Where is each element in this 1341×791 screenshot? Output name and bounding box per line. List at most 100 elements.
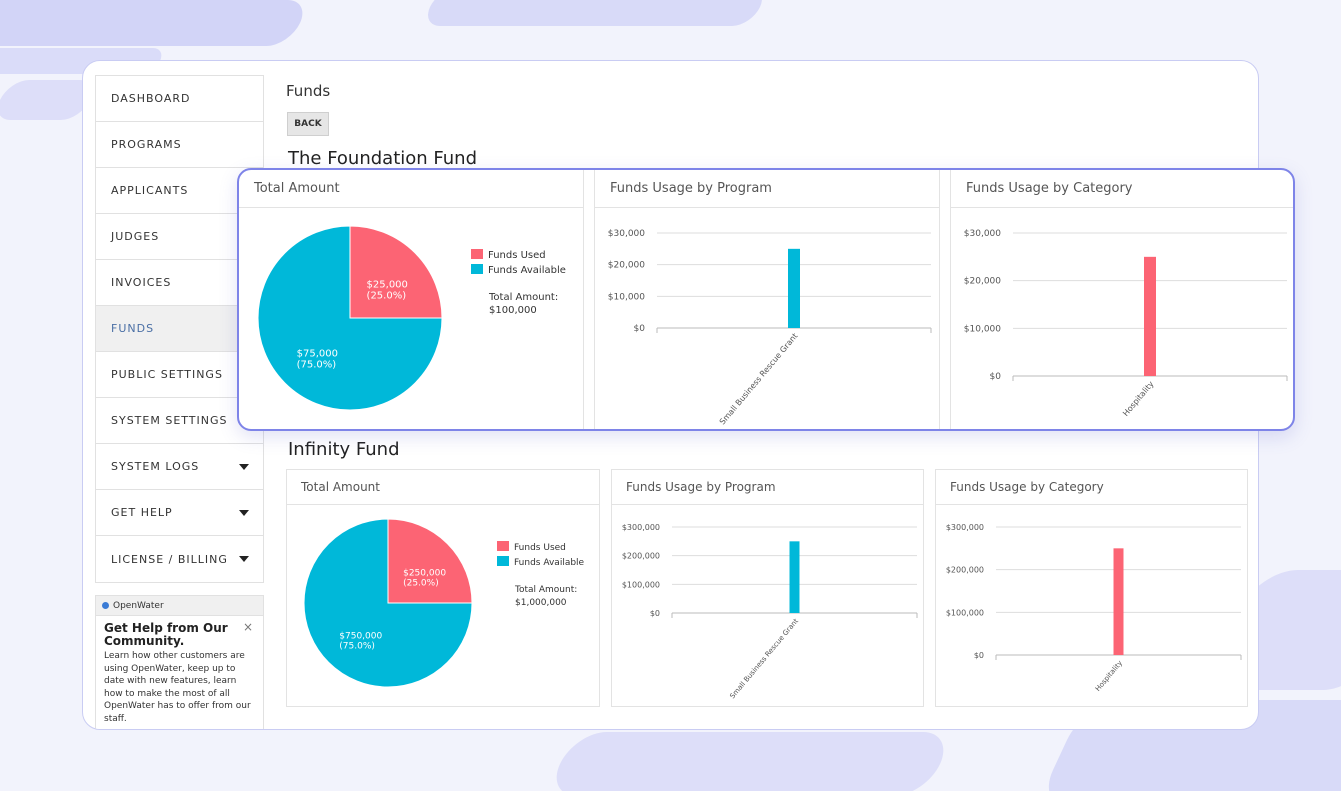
- x-tick-label: Small Business Rescue Grant: [718, 332, 800, 427]
- total-amount-pie-chart: $25,000(25.0%) $75,000(75.0%) Funds Used Fu…: [257, 225, 566, 411]
- legend-label-used: Funds Used: [488, 250, 546, 261]
- sidebar-item-label: SYSTEM LOGS: [111, 460, 200, 473]
- total-amount-label: Total Amount:: [488, 292, 558, 303]
- fund-title: The Foundation Fund: [288, 148, 478, 169]
- category-usage-bar-chart: $0 $10,000 $20,000 $30,000 Hospitality: [964, 229, 1288, 418]
- pie-slice-used[interactable]: [387, 518, 473, 604]
- sidebar-item-funds[interactable]: FUNDS: [96, 306, 263, 352]
- sidebar-item-label: JUDGES: [111, 230, 160, 243]
- pie-data-label: $25,000: [367, 280, 408, 291]
- total-amount-value: $1,000,000: [515, 598, 567, 608]
- y-tick-label: $0: [974, 651, 984, 660]
- openwater-logo-icon: [102, 602, 109, 609]
- y-tick-label: $300,000: [622, 523, 660, 532]
- category-usage-panel: Funds Usage by Category $0 $100,000 $200,0…: [935, 469, 1248, 707]
- chevron-down-icon[interactable]: [239, 556, 249, 562]
- fund-title: Infinity Fund: [288, 439, 400, 460]
- back-button[interactable]: BACK: [287, 112, 329, 136]
- sidebar-item-applicants[interactable]: APPLICANTS: [96, 168, 263, 214]
- total-amount-panel: Total Amount $250,000 (25.0%) $750,000 (75.…: [286, 469, 600, 707]
- program-usage-bar-chart: $0 $100,000 $200,000 $300,000 Small Business…: [622, 523, 918, 700]
- sidebar-item-judges[interactable]: JUDGES: [96, 214, 263, 260]
- pie-slice-available[interactable]: [303, 518, 473, 688]
- pie-data-label: $750,000: [339, 631, 382, 641]
- help-title: Get Help from Our Community.: [104, 621, 228, 648]
- program-usage-panel: Funds Usage by Program $0 $10,000 $20,000 $…: [594, 170, 940, 429]
- sidebar-nav: DASHBOARD PROGRAMS APPLICANTS JUDGES INVOICE…: [95, 75, 264, 583]
- y-tick-label: $20,000: [608, 261, 645, 271]
- x-tick-label: Hospitality: [1094, 659, 1124, 693]
- pie-data-label: (75.0%): [297, 360, 337, 371]
- total-amount-pie-chart: $250,000(25.0%) $750,000(75.0%) Funds Used…: [303, 518, 585, 688]
- close-icon[interactable]: ×: [242, 620, 253, 634]
- category-usage-panel: Funds Usage by Category $0 $10,000 $20,000…: [950, 170, 1293, 429]
- pie-slice-available[interactable]: [257, 225, 443, 411]
- y-tick-label: $30,000: [608, 229, 645, 239]
- panel-title: Funds Usage by Program: [612, 470, 923, 505]
- x-tick-label: Small Business Rescue Grant: [728, 617, 800, 700]
- y-tick-label: $10,000: [964, 324, 1001, 334]
- pie-data-label: (25.0%): [403, 578, 439, 588]
- panel-title: Funds Usage by Category: [951, 170, 1293, 208]
- bar[interactable]: [1113, 548, 1124, 655]
- legend-label-available: Funds Available: [488, 265, 566, 276]
- sidebar-item-label: INVOICES: [111, 276, 172, 289]
- sidebar-item-public-settings[interactable]: PUBLIC SETTINGS: [96, 352, 263, 398]
- page-title: Funds: [286, 82, 331, 100]
- y-tick-label: $20,000: [964, 277, 1001, 287]
- pie-data-label: $250,000: [403, 568, 446, 578]
- bar[interactable]: [788, 248, 800, 328]
- sidebar-item-label: FUNDS: [111, 322, 155, 335]
- pie-data-label: $75,000: [297, 349, 338, 360]
- bar[interactable]: [1144, 256, 1156, 376]
- legend-label-available: Funds Available: [514, 558, 585, 568]
- legend-swatch-available: [497, 556, 509, 566]
- y-tick-label: $0: [990, 372, 1002, 382]
- total-amount-panel: Total Amount $25,000 (25.0%) $75,000 (75.0%…: [239, 170, 584, 429]
- decorative-brush: [421, 0, 769, 26]
- total-amount-label: Total Amount:: [514, 585, 577, 595]
- total-amount-value: $100,000: [489, 305, 537, 316]
- y-tick-label: $0: [650, 609, 660, 618]
- category-usage-bar-chart: $0 $100,000 $200,000 $300,000 Hospitality: [946, 523, 1242, 693]
- sidebar-item-get-help[interactable]: GET HELP: [96, 490, 263, 536]
- pie-data-label: (25.0%): [367, 291, 407, 302]
- y-tick-label: $10,000: [608, 292, 645, 302]
- legend-label-used: Funds Used: [514, 543, 566, 553]
- legend-swatch-used: [471, 249, 483, 259]
- sidebar-item-license-billing[interactable]: LICENSE / BILLING: [96, 536, 263, 582]
- y-tick-label: $100,000: [622, 580, 660, 589]
- sidebar-item-invoices[interactable]: INVOICES: [96, 260, 263, 306]
- foundation-fund-card: Total Amount $25,000 (25.0%) $75,000 (75.0%…: [237, 168, 1295, 431]
- help-widget-header: OpenWater: [96, 596, 263, 616]
- panel-title: Funds Usage by Program: [595, 170, 939, 208]
- y-tick-label: $30,000: [964, 229, 1001, 239]
- decorative-brush: [0, 0, 311, 46]
- bar[interactable]: [789, 541, 800, 613]
- sidebar-item-programs[interactable]: PROGRAMS: [96, 122, 263, 168]
- legend-swatch-available: [471, 264, 483, 274]
- sidebar-item-label: GET HELP: [111, 506, 173, 519]
- help-body: Learn how other customers are using Open…: [104, 651, 251, 724]
- sidebar-item-label: PUBLIC SETTINGS: [111, 368, 223, 381]
- y-tick-label: $100,000: [946, 608, 984, 617]
- panel-title: Total Amount: [239, 170, 583, 208]
- y-tick-label: $200,000: [946, 566, 984, 575]
- program-usage-bar-chart: $0 $10,000 $20,000 $30,000 Small Business Re…: [608, 229, 932, 427]
- sidebar-item-label: SYSTEM SETTINGS: [111, 414, 228, 427]
- sidebar-item-label: APPLICANTS: [111, 184, 189, 197]
- chevron-down-icon[interactable]: [239, 509, 249, 516]
- sidebar-item-label: DASHBOARD: [111, 92, 191, 105]
- x-tick-label: Hospitality: [1121, 379, 1156, 418]
- sidebar-item-system-logs[interactable]: SYSTEM LOGS: [96, 444, 263, 490]
- y-tick-label: $200,000: [622, 552, 660, 561]
- sidebar-item-label: LICENSE / BILLING: [111, 552, 228, 566]
- legend-swatch-used: [497, 541, 509, 551]
- help-brand: OpenWater: [113, 600, 164, 611]
- sidebar-item-dashboard[interactable]: DASHBOARD: [96, 76, 263, 122]
- panel-title: Total Amount: [287, 470, 599, 505]
- chevron-down-icon[interactable]: [239, 463, 249, 470]
- pie-slice-used[interactable]: [349, 225, 443, 319]
- help-widget: OpenWater × Get Help from Our Community.…: [95, 595, 264, 729]
- sidebar-item-system-settings[interactable]: SYSTEM SETTINGS: [96, 398, 263, 444]
